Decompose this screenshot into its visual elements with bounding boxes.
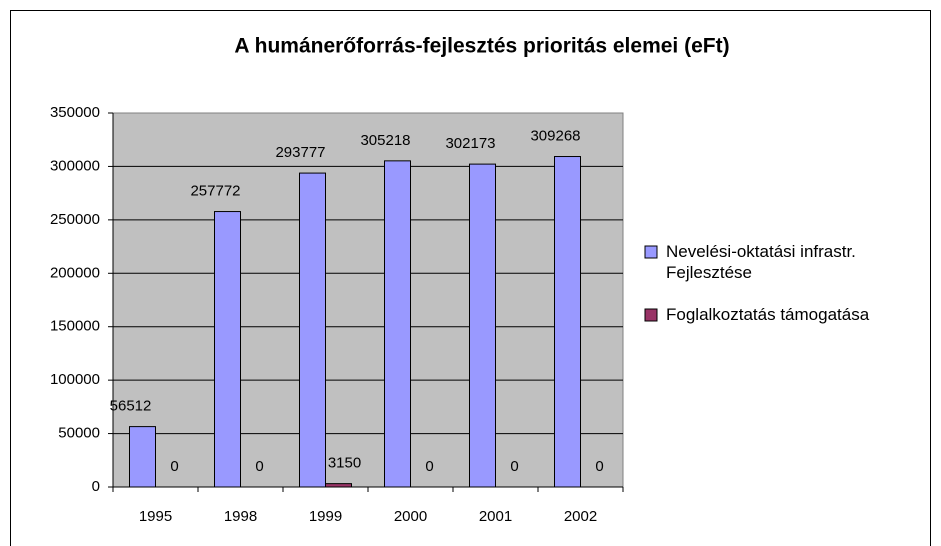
- data-label: 0: [255, 458, 263, 475]
- x-tick-label: 2002: [564, 508, 597, 525]
- x-tick-label: 1998: [224, 508, 257, 525]
- x-tick-label: 1995: [139, 508, 172, 525]
- bar: [129, 426, 156, 488]
- y-tick-label: 350000: [50, 104, 100, 121]
- x-tick-label: 2000: [394, 508, 427, 525]
- bar: [299, 172, 326, 488]
- x-tick-label: 2001: [479, 508, 512, 525]
- data-label: 293777: [275, 144, 325, 161]
- legend-swatch: [644, 245, 658, 259]
- data-label: 0: [425, 458, 433, 475]
- y-tick-label: 200000: [50, 264, 100, 281]
- bar: [384, 160, 411, 488]
- bar: [325, 483, 352, 488]
- plot-area: [112, 112, 624, 488]
- y-tick-label: 300000: [50, 157, 100, 174]
- data-label: 257772: [190, 183, 240, 200]
- bar: [554, 156, 581, 488]
- data-label: 305218: [360, 132, 410, 149]
- legend-label: Nevelési-oktatási infrastr. Fejlesztése: [666, 242, 856, 282]
- data-label: 56512: [110, 398, 152, 415]
- bar: [469, 163, 496, 488]
- y-tick-label: 100000: [50, 371, 100, 388]
- y-tick-label: 250000: [50, 211, 100, 228]
- chart-title: A humánerőforrás-fejlesztés prioritás el…: [234, 35, 729, 58]
- data-label: 0: [510, 458, 518, 475]
- legend-label: Foglalkoztatás támogatása: [666, 305, 870, 324]
- x-tick-label: 1999: [309, 508, 342, 525]
- y-tick-label: 0: [92, 478, 100, 495]
- y-tick-label: 150000: [50, 318, 100, 335]
- bar: [214, 211, 241, 488]
- y-tick-label: 50000: [58, 425, 100, 442]
- data-label: 0: [595, 458, 603, 475]
- data-label: 3150: [328, 455, 361, 472]
- data-label: 0: [170, 458, 178, 475]
- data-label: 302173: [445, 135, 495, 152]
- data-label: 309268: [530, 127, 580, 144]
- legend-swatch: [644, 308, 658, 322]
